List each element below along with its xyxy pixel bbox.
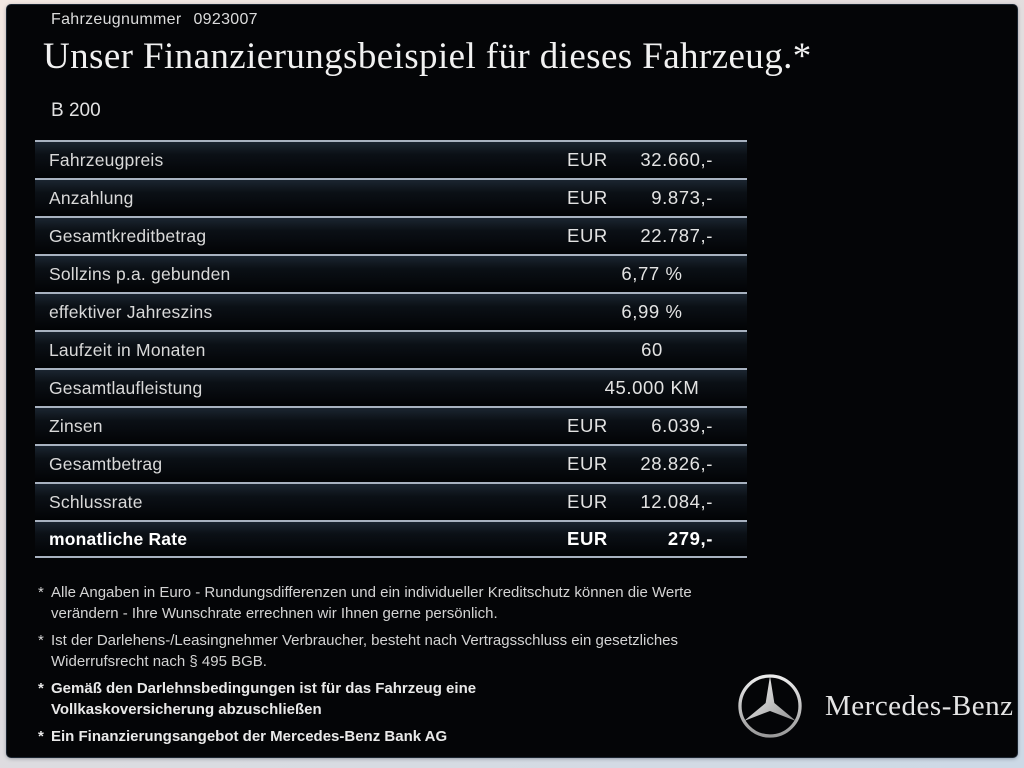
row-label: Sollzins p.a. gebunden <box>49 263 231 284</box>
currency-label: EUR <box>567 187 608 208</box>
row-value: 6,77 % <box>621 263 683 284</box>
currency-label: EUR <box>567 453 608 474</box>
footnote-bank-offer: * Ein Finanzierungsangebot der Mercedes-… <box>38 727 778 748</box>
footnote-rounding: * Alle Angaben in Euro - Rundungsdiffere… <box>38 583 778 624</box>
row-value-cell: 60 <box>557 339 747 361</box>
currency-label: EUR <box>567 149 608 170</box>
footnote-insurance: * Gemäß den Darlehnsbedingungen ist für … <box>38 679 778 720</box>
row-value: 9.873,- <box>651 187 713 208</box>
row-value: 22.787,- <box>640 225 713 246</box>
page-title: Unser Finanzierungsbeispiel für dieses F… <box>43 36 812 77</box>
currency-label: EUR <box>567 491 608 512</box>
row-value-cell: EUR 28.826,- <box>557 453 747 475</box>
row-value-cell: EUR 279,- <box>557 528 747 550</box>
row-label: Gesamtlaufleistung <box>49 377 203 398</box>
vehicle-model: B 200 <box>51 100 101 121</box>
row-label: monatliche Rate <box>49 528 188 549</box>
row-value-cell: EUR 6.039,- <box>557 415 747 437</box>
asterisk-marker: * <box>38 680 44 697</box>
asterisk-marker: * <box>38 728 44 745</box>
table-row-monatliche-rate: monatliche Rate EUR 279,- <box>35 520 747 558</box>
row-label: Gesamtbetrag <box>49 453 163 474</box>
table-row-effektiver-jahreszins: effektiver Jahreszins 6,99 % <box>35 292 747 330</box>
table-row-fahrzeugpreis: Fahrzeugpreis EUR 32.660,- <box>35 140 747 178</box>
table-row-gesamtbetrag: Gesamtbetrag EUR 28.826,- <box>35 444 747 482</box>
row-label: Schlussrate <box>49 491 143 512</box>
row-value-cell: EUR 12.084,- <box>557 491 747 513</box>
row-value: 12.084,- <box>640 491 713 512</box>
table-row-sollzins: Sollzins p.a. gebunden 6,77 % <box>35 254 747 292</box>
table-row-zinsen: Zinsen EUR 6.039,- <box>35 406 747 444</box>
table-row-schlussrate: Schlussrate EUR 12.084,- <box>35 482 747 520</box>
table-row-gesamtkreditbetrag: Gesamtkreditbetrag EUR 22.787,- <box>35 216 747 254</box>
table-row-anzahlung: Anzahlung EUR 9.873,- <box>35 178 747 216</box>
footnote-text: Gemäß den Darlehnsbedingungen ist für da… <box>51 680 477 718</box>
asterisk-marker: * <box>38 632 44 649</box>
brand-logo-block: Mercedes-Benz <box>737 673 1013 739</box>
asterisk-marker: * <box>38 584 44 601</box>
row-value: 6.039,- <box>651 415 713 436</box>
footnote-withdrawal-right: * Ist der Darlehens-/Leasingnehmer Verbr… <box>38 631 778 672</box>
table-row-laufzeit: Laufzeit in Monaten 60 <box>35 330 747 368</box>
row-label: Laufzeit in Monaten <box>49 339 206 360</box>
vehicle-number: Fahrzeugnummer 0923007 <box>51 11 258 29</box>
footnote-text: Ist der Darlehens-/Leasingnehmer Verbrau… <box>51 632 679 670</box>
vehicle-number-value: 0923007 <box>193 11 258 28</box>
row-value-cell: 6,99 % <box>557 301 747 323</box>
table-row-gesamtlaufleistung: Gesamtlaufleistung 45.000 KM <box>35 368 747 406</box>
financing-panel: Fahrzeugnummer 0923007 Unser Finanzierung… <box>7 5 1017 757</box>
brand-name: Mercedes-Benz <box>825 689 1014 722</box>
mercedes-star-icon <box>738 674 802 738</box>
row-value: 60 <box>641 339 663 360</box>
row-label: Gesamtkreditbetrag <box>49 225 207 246</box>
row-value-cell: 6,77 % <box>557 263 747 285</box>
row-value-cell: EUR 9.873,- <box>557 187 747 209</box>
row-value: 6,99 % <box>621 301 683 322</box>
row-label: Fahrzeugpreis <box>49 149 164 170</box>
row-value-cell: EUR 32.660,- <box>557 149 747 171</box>
row-value: 32.660,- <box>640 149 713 170</box>
row-value: 28.826,- <box>640 453 713 474</box>
row-value: 45.000 KM <box>604 377 700 398</box>
footnotes: * Alle Angaben in Euro - Rundungsdiffere… <box>38 583 778 755</box>
row-value-cell: EUR 22.787,- <box>557 225 747 247</box>
row-value-cell: 45.000 KM <box>557 377 747 399</box>
footnote-text: Ein Finanzierungsangebot der Mercedes-Be… <box>51 728 448 745</box>
row-value: 279,- <box>667 528 713 549</box>
financing-table: Fahrzeugpreis EUR 32.660,- Anzahlung EUR… <box>35 140 747 558</box>
row-label: effektiver Jahreszins <box>49 301 213 322</box>
row-label: Anzahlung <box>49 187 134 208</box>
row-label: Zinsen <box>49 415 103 436</box>
footnote-text: Alle Angaben in Euro - Rundungsdifferenz… <box>51 584 692 622</box>
currency-label: EUR <box>567 225 608 246</box>
currency-label: EUR <box>567 528 608 549</box>
vehicle-number-label: Fahrzeugnummer <box>51 11 182 28</box>
currency-label: EUR <box>567 415 608 436</box>
